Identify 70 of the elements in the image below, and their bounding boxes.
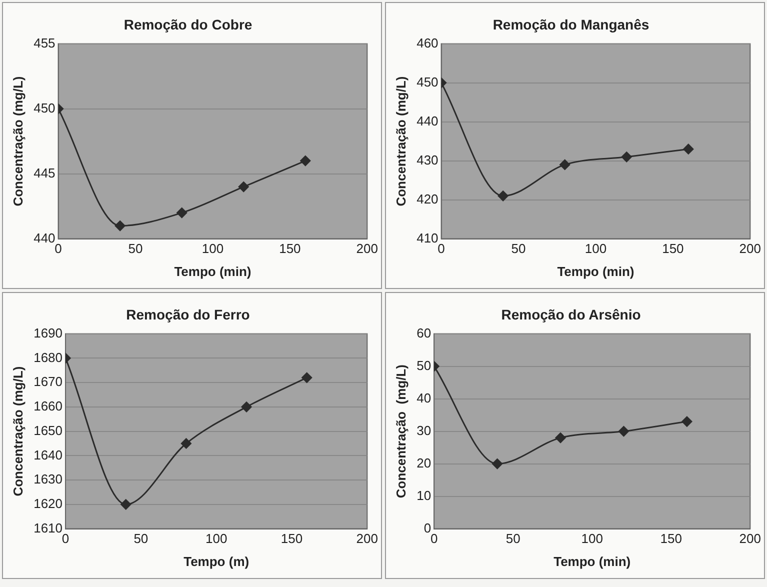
y-tick-label: 50 <box>416 358 432 373</box>
y-tick-label: 1660 <box>34 398 63 414</box>
y-tick-label: 420 <box>416 191 438 206</box>
x-tick-label: 50 <box>506 531 520 546</box>
point <box>555 432 566 444</box>
x-axis-title: Tempo (min) <box>554 554 631 569</box>
x-axis-title: Tempo (m) <box>184 554 250 569</box>
y-tick-label: 440 <box>34 230 56 246</box>
x-axis-title: Tempo (min) <box>557 264 634 279</box>
x-tick-label: 200 <box>356 531 378 546</box>
y-tick-label: 1610 <box>34 520 63 536</box>
y-tick-label: 455 <box>34 35 56 50</box>
y-tick-label: 1690 <box>34 325 63 340</box>
chart-title: Remoção do Ferro <box>126 306 250 322</box>
y-tick-label: 1630 <box>34 472 63 487</box>
x-tick-label: 150 <box>279 241 301 256</box>
x-tick-label: 100 <box>202 241 224 256</box>
point <box>300 156 311 166</box>
y-axis-title: Concentração (mg/L) <box>393 364 408 498</box>
x-tick-label: 100 <box>205 531 228 546</box>
y-tick-label: 460 <box>416 35 438 50</box>
point <box>560 159 570 170</box>
y-tick-label: 430 <box>416 152 438 168</box>
x-tick-label: 150 <box>280 531 303 546</box>
y-tick-label: 30 <box>416 422 432 438</box>
x-axis-title: Tempo (min) <box>174 264 252 279</box>
point <box>180 438 192 449</box>
y-tick-label: 410 <box>416 230 438 246</box>
y-tick-label: 440 <box>416 113 438 128</box>
x-tick-label: 100 <box>581 531 603 546</box>
x-tick-label: 200 <box>739 241 762 256</box>
x-tick-label: 100 <box>584 241 607 256</box>
point <box>621 152 632 162</box>
y-tick-label: 40 <box>416 390 432 406</box>
y-tick-label: 1680 <box>34 350 63 365</box>
point <box>498 190 508 202</box>
x-tick-label: 50 <box>511 241 526 256</box>
point <box>302 372 312 383</box>
x-tick-label: 150 <box>662 241 684 256</box>
y-tick-label: 450 <box>34 100 56 116</box>
point <box>238 182 249 192</box>
point <box>114 220 126 232</box>
y-tick-label: 445 <box>34 165 56 180</box>
point <box>682 416 692 427</box>
y-tick-label: 1670 <box>34 374 63 390</box>
y-axis-title: Concentração (mg/L) <box>393 76 408 206</box>
y-axis-title: Concentração (mg/L) <box>10 366 26 496</box>
chart-title: Remoção do Manganês <box>492 16 650 32</box>
point <box>492 458 503 470</box>
chart-title: Remoção do Cobre <box>124 16 252 32</box>
point <box>241 402 252 412</box>
point <box>683 144 694 154</box>
point <box>176 208 188 218</box>
x-tick-label: 200 <box>739 531 762 546</box>
y-axis-title: Concentração (mg/L) <box>10 76 26 206</box>
point <box>618 426 629 437</box>
y-tick-label: 0 <box>424 520 432 536</box>
chart-title: Remoção do Arsênio <box>501 306 641 322</box>
y-tick-label: 20 <box>416 455 432 470</box>
x-tick-label: 50 <box>128 241 143 256</box>
point <box>120 499 132 510</box>
y-tick-label: 1620 <box>34 496 63 512</box>
x-tick-label: 150 <box>660 531 682 546</box>
y-tick-label: 60 <box>416 325 432 340</box>
y-tick-label: 450 <box>416 74 438 90</box>
y-tick-label: 1650 <box>34 422 63 438</box>
x-tick-label: 200 <box>356 241 378 256</box>
y-tick-label: 1640 <box>34 447 63 462</box>
y-tick-label: 10 <box>416 488 432 503</box>
x-tick-label: 50 <box>134 531 148 546</box>
